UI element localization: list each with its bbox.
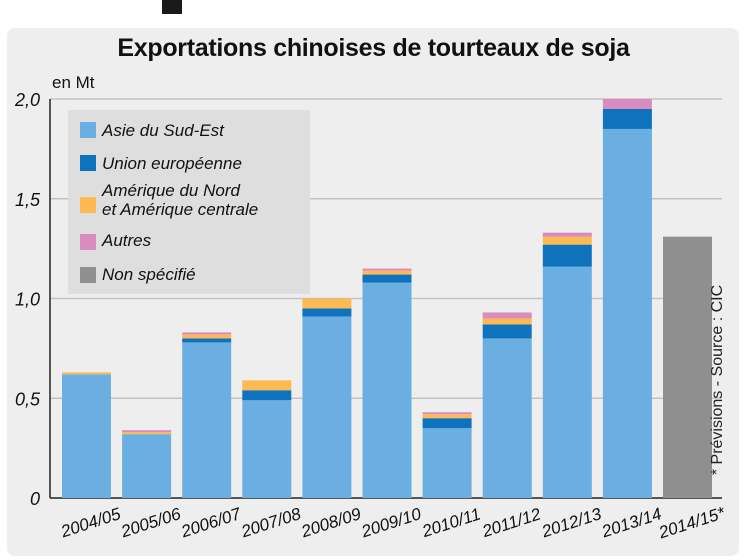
bar-segment (182, 332, 232, 335)
bar-segment (122, 434, 172, 498)
top-edge-mark (162, 0, 182, 14)
y-tick-label: 0 (30, 489, 40, 509)
bar-segment (362, 268, 412, 271)
bar-segment (182, 342, 232, 498)
x-tick-label: 2010/11 (419, 504, 483, 541)
source-note: * Prévisions - Source : CIC (709, 284, 726, 476)
bar-segment (62, 372, 111, 375)
y-tick-label: 1,0 (15, 290, 40, 310)
bar-segment (602, 128, 652, 499)
legend-label: Autres (102, 231, 152, 250)
legend-swatch (80, 234, 96, 250)
x-tick-label: 2007/08 (238, 504, 304, 542)
x-tick-label: 2004/05 (58, 504, 124, 542)
x-tick-label: 2008/09 (298, 504, 364, 542)
legend-label: Amérique du Nord et Amérique centrale (102, 181, 259, 219)
y-tick-label: 2,0 (14, 90, 40, 110)
bar-segment (542, 236, 592, 245)
y-tick-label: 1,5 (15, 190, 41, 210)
bar-segment (182, 338, 232, 343)
bar-segment (242, 390, 292, 401)
bar-segment (182, 334, 232, 339)
x-tick-label: 2012/13 (538, 504, 604, 542)
bar-segment (602, 108, 652, 129)
y-axis-unit-label: en Mt (52, 73, 95, 92)
bar-segment (542, 244, 592, 267)
x-tick-label: 2011/12 (479, 504, 544, 541)
x-tick-label: 2005/06 (118, 504, 184, 542)
x-tick-label: 2013/14 (599, 504, 664, 541)
bar-segment (482, 324, 532, 339)
bar-segment (362, 274, 412, 283)
legend-swatch (80, 122, 96, 138)
legend-swatch (80, 197, 96, 213)
legend-label: Asie du Sud-Est (102, 121, 224, 140)
chart-title: Exportations chinoises de tourteaux de s… (117, 34, 630, 62)
bar-segment (362, 282, 412, 498)
bar-segment (482, 312, 532, 319)
legend-swatch (80, 155, 96, 171)
bar-segment (302, 298, 352, 309)
bar-segment (542, 232, 592, 237)
bar-segment (663, 236, 712, 498)
legend-label: Non spécifié (102, 265, 196, 284)
bar-segment (302, 316, 352, 498)
bar-segment (422, 414, 472, 419)
bar-segment (242, 380, 292, 391)
y-tick-label: 0,5 (15, 389, 41, 409)
bar-segment (602, 99, 652, 109)
x-tick-label: 2006/07 (178, 504, 244, 542)
bar-segment (62, 374, 111, 498)
legend-label: Union européenne (102, 154, 242, 173)
bar-segment (422, 428, 472, 498)
bar-segment (122, 432, 172, 435)
bar-segment (482, 338, 532, 498)
bar-segment (122, 430, 172, 433)
bar-segment (422, 418, 472, 429)
bar-segment (242, 400, 292, 498)
bar-segment (542, 266, 592, 498)
bar-segment (422, 412, 472, 415)
bar-segment (362, 270, 412, 275)
bar-segment (482, 318, 532, 325)
legend-swatch (80, 267, 96, 283)
bar-segment (302, 308, 352, 317)
legend: Asie du Sud-Est Union européenne Amérique … (68, 110, 310, 294)
x-tick-label: 2014/15* (656, 503, 729, 543)
x-tick-label: 2009/10 (358, 504, 424, 542)
